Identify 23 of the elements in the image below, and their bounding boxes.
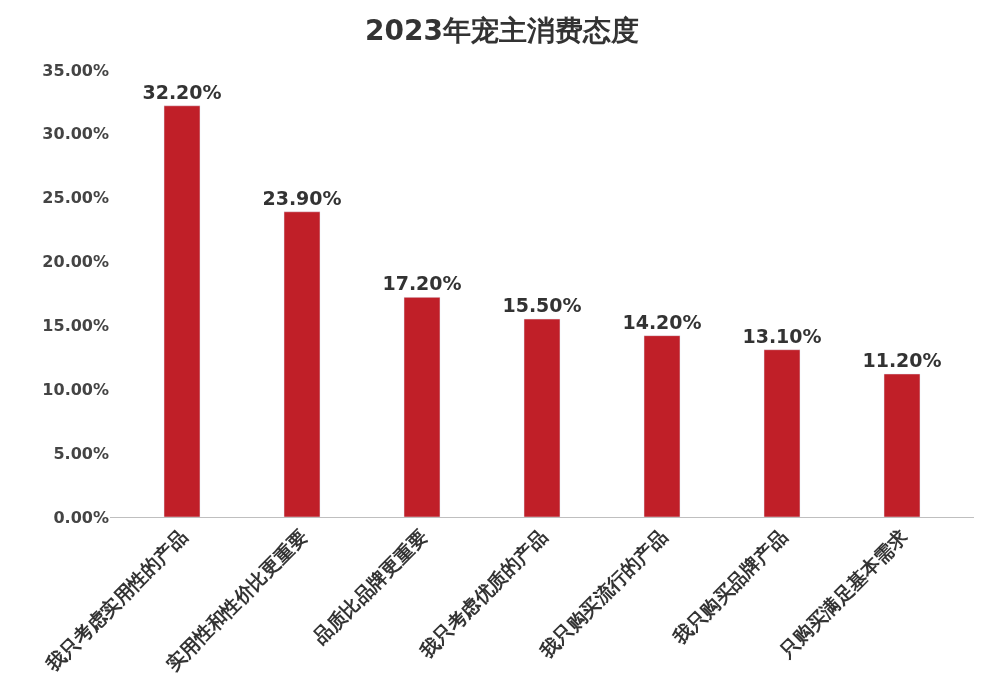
y-tick-label: 10.00%	[42, 379, 109, 399]
y-tick-label: 25.00%	[42, 188, 109, 208]
bar	[763, 349, 801, 517]
bar	[403, 297, 441, 517]
y-tick-label: 30.00%	[42, 124, 109, 144]
bar	[283, 211, 321, 517]
bar	[523, 318, 561, 517]
bar	[643, 335, 681, 517]
data-label: 32.20%	[142, 80, 222, 103]
data-label: 15.50%	[502, 294, 582, 317]
data-label: 17.20%	[382, 272, 462, 295]
data-label: 23.90%	[262, 186, 342, 209]
data-label: 11.20%	[862, 348, 942, 371]
bar	[163, 105, 201, 517]
chart-title: 2023年宠主消费态度	[365, 14, 639, 48]
y-tick-label: 15.00%	[42, 316, 109, 336]
y-tick-label: 0.00%	[53, 507, 109, 527]
y-tick-label: 20.00%	[42, 252, 109, 272]
data-label: 14.20%	[622, 310, 702, 333]
y-tick-label: 35.00%	[42, 60, 109, 80]
y-tick-label: 5.00%	[53, 443, 109, 463]
bar	[883, 373, 921, 517]
data-label: 13.10%	[742, 324, 822, 347]
